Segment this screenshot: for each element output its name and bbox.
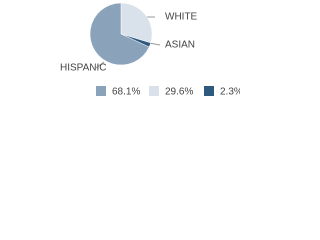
slice-label: ASIAN — [165, 40, 195, 51]
legend-swatch — [96, 86, 106, 96]
leader-line — [148, 42, 161, 46]
leader-line — [95, 61, 105, 69]
legend-label: 2.3% — [220, 87, 240, 98]
pie-slice — [120, 2, 153, 44]
legend-swatch — [149, 86, 159, 96]
slice-label: HISPANIC — [60, 63, 107, 74]
legend-label: 68.1% — [112, 87, 140, 98]
legend-swatch — [204, 86, 214, 96]
chart: HISPANIC WHITE ASIAN 68.1% 29.6% 2.3% — [60, 2, 240, 98]
pie-slice — [89, 2, 150, 66]
slice-label: WHITE — [165, 12, 198, 23]
legend-label: 29.6% — [165, 87, 193, 98]
